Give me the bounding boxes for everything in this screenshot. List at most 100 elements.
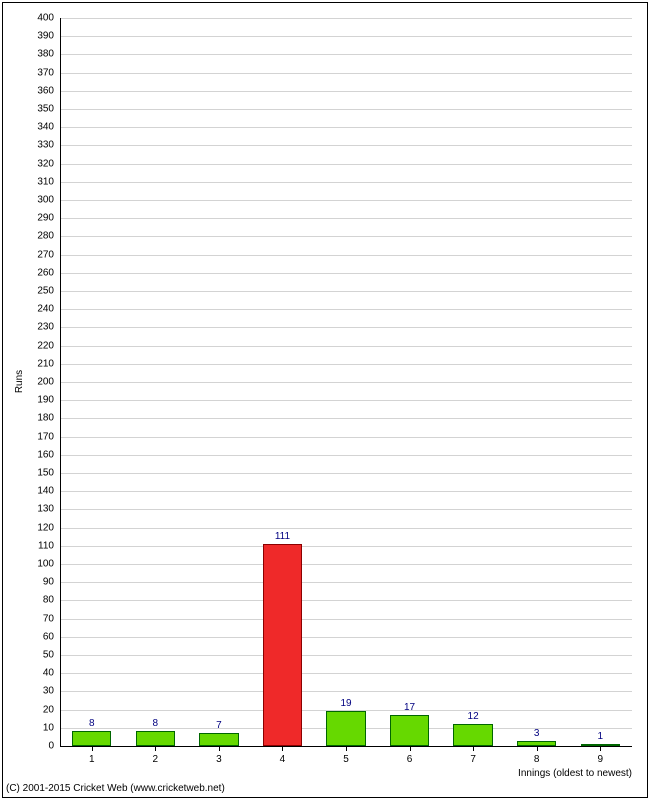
x-tick-label: 9: [597, 754, 603, 765]
y-tick-label: 190: [0, 395, 54, 406]
bar: [453, 724, 492, 746]
gridline: [60, 418, 632, 419]
gridline: [60, 600, 632, 601]
gridline: [60, 291, 632, 292]
gridline: [60, 109, 632, 110]
x-tick-mark: [219, 746, 220, 751]
gridline: [60, 382, 632, 383]
y-tick-label: 40: [0, 668, 54, 679]
y-tick-label: 400: [0, 13, 54, 24]
gridline: [60, 91, 632, 92]
y-tick-label: 130: [0, 504, 54, 515]
y-tick-label: 220: [0, 340, 54, 351]
x-tick-mark: [473, 746, 474, 751]
gridline: [60, 455, 632, 456]
gridline: [60, 18, 632, 19]
gridline: [60, 127, 632, 128]
x-tick-label: 2: [153, 754, 159, 765]
gridline: [60, 309, 632, 310]
bar-value-label: 8: [153, 718, 159, 729]
x-tick-label: 5: [343, 754, 349, 765]
gridline: [60, 473, 632, 474]
gridline: [60, 164, 632, 165]
y-tick-label: 160: [0, 449, 54, 460]
gridline: [60, 691, 632, 692]
y-tick-label: 210: [0, 358, 54, 369]
gridline: [60, 236, 632, 237]
bar: [199, 733, 238, 746]
bar-value-label: 12: [468, 711, 479, 722]
y-tick-label: 300: [0, 195, 54, 206]
bar-value-label: 17: [404, 702, 415, 713]
bar-value-label: 8: [89, 718, 95, 729]
gridline: [60, 182, 632, 183]
x-tick-mark: [600, 746, 601, 751]
y-tick-label: 120: [0, 522, 54, 533]
y-tick-label: 240: [0, 304, 54, 315]
y-tick-label: 390: [0, 31, 54, 42]
x-tick-label: 6: [407, 754, 413, 765]
gridline: [60, 400, 632, 401]
gridline: [60, 673, 632, 674]
y-tick-label: 140: [0, 486, 54, 497]
gridline: [60, 145, 632, 146]
y-tick-label: 30: [0, 686, 54, 697]
y-tick-label: 230: [0, 322, 54, 333]
x-tick-mark: [92, 746, 93, 751]
y-tick-label: 200: [0, 377, 54, 388]
gridline: [60, 437, 632, 438]
gridline: [60, 73, 632, 74]
bar-value-label: 19: [340, 698, 351, 709]
y-tick-label: 90: [0, 577, 54, 588]
gridline: [60, 491, 632, 492]
bar: [136, 731, 175, 746]
y-tick-label: 330: [0, 140, 54, 151]
y-tick-label: 380: [0, 49, 54, 60]
y-tick-label: 0: [0, 741, 54, 752]
x-tick-label: 7: [470, 754, 476, 765]
x-tick-mark: [410, 746, 411, 751]
y-tick-label: 250: [0, 286, 54, 297]
gridline: [60, 509, 632, 510]
gridline: [60, 564, 632, 565]
x-tick-mark: [282, 746, 283, 751]
y-tick-label: 340: [0, 122, 54, 133]
y-tick-label: 290: [0, 213, 54, 224]
gridline: [60, 637, 632, 638]
x-tick-mark: [346, 746, 347, 751]
bar: [390, 715, 429, 746]
gridline: [60, 582, 632, 583]
y-tick-label: 260: [0, 267, 54, 278]
gridline: [60, 619, 632, 620]
y-tick-label: 310: [0, 176, 54, 187]
y-tick-label: 180: [0, 413, 54, 424]
copyright-text: (C) 2001-2015 Cricket Web (www.cricketwe…: [6, 783, 225, 794]
bar-value-label: 1: [597, 731, 603, 742]
gridline: [60, 346, 632, 347]
gridline: [60, 200, 632, 201]
y-tick-label: 110: [0, 540, 54, 551]
y-tick-label: 100: [0, 559, 54, 570]
bar: [263, 544, 302, 746]
x-tick-mark: [537, 746, 538, 751]
bar-value-label: 7: [216, 720, 222, 731]
y-tick-label: 270: [0, 249, 54, 260]
gridline: [60, 36, 632, 37]
y-tick-label: 370: [0, 67, 54, 78]
gridline: [60, 255, 632, 256]
x-tick-label: 1: [89, 754, 95, 765]
bar-value-label: 3: [534, 728, 540, 739]
x-tick-mark: [155, 746, 156, 751]
x-tick-label: 8: [534, 754, 540, 765]
y-tick-label: 320: [0, 158, 54, 169]
y-tick-label: 350: [0, 104, 54, 115]
gridline: [60, 364, 632, 365]
gridline: [60, 546, 632, 547]
y-axis-line: [60, 18, 61, 746]
gridline: [60, 655, 632, 656]
bar: [72, 731, 111, 746]
gridline: [60, 54, 632, 55]
y-tick-label: 50: [0, 650, 54, 661]
y-tick-label: 280: [0, 231, 54, 242]
bar-value-label: 111: [275, 531, 290, 542]
